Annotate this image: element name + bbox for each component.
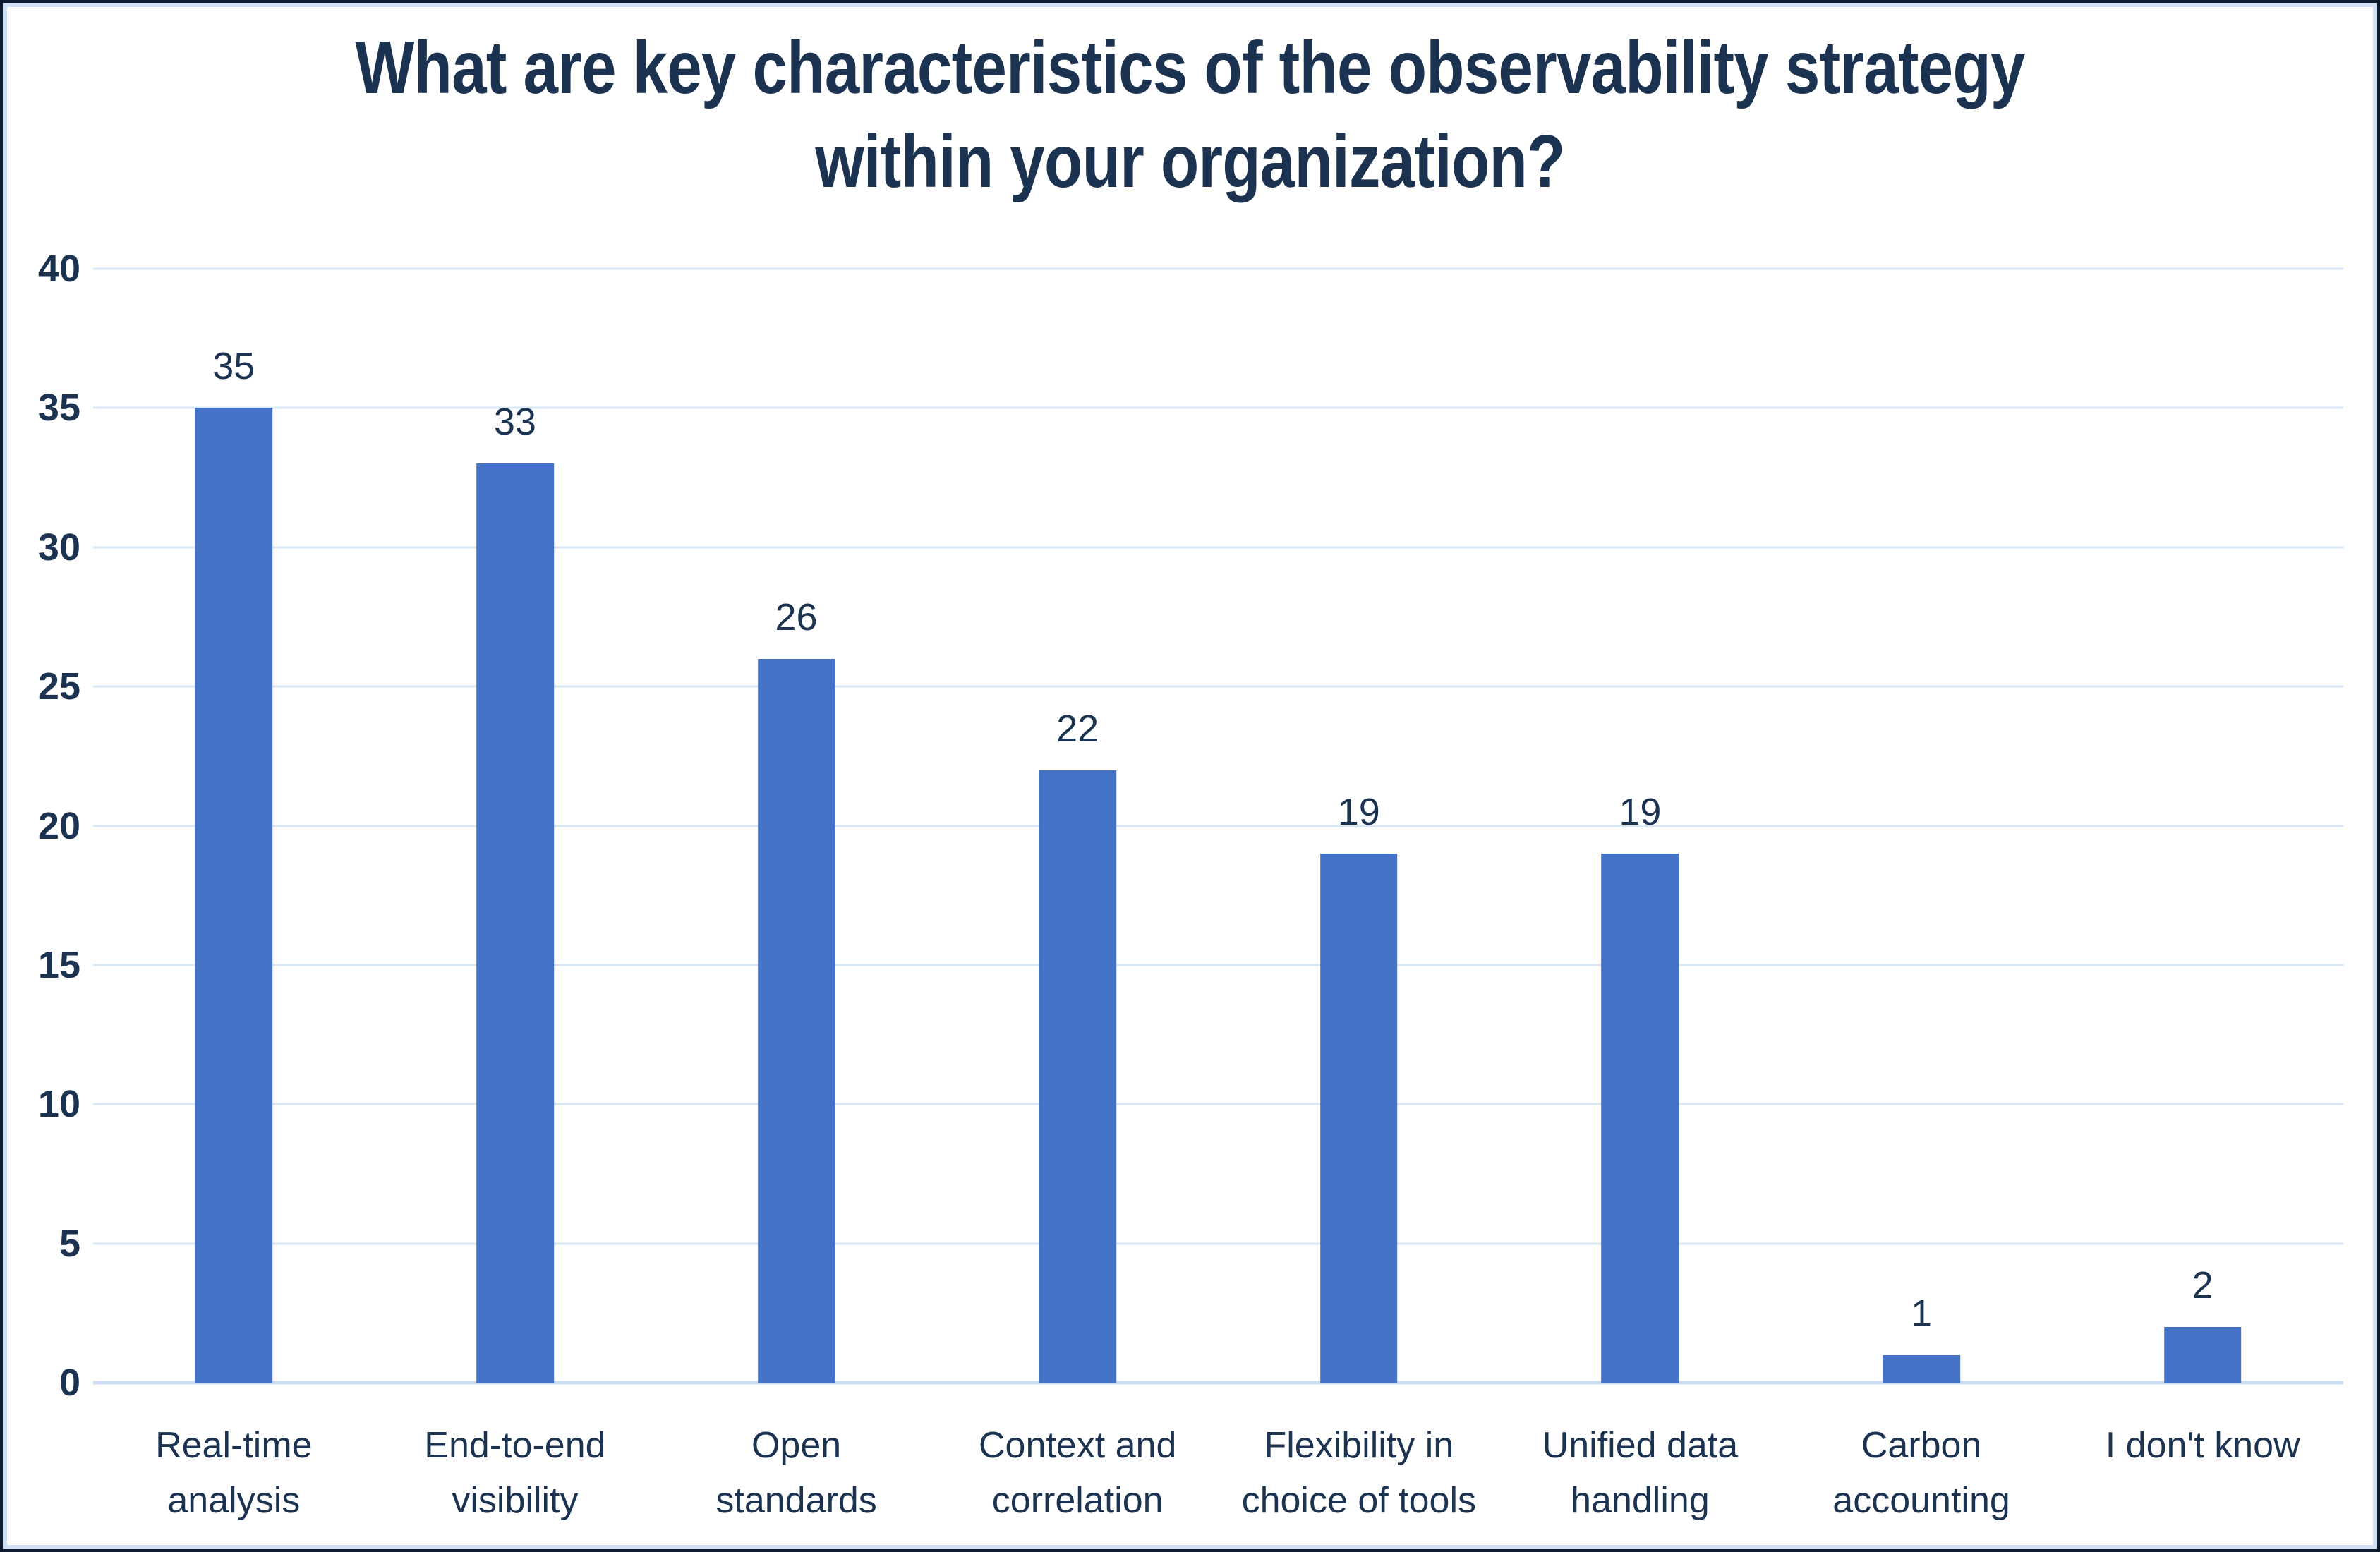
gridline: [93, 267, 2343, 270]
category-label-line: analysis: [167, 1480, 301, 1521]
bar: [1039, 770, 1116, 1383]
category-label: Unified data handling: [1499, 1418, 1781, 1528]
y-tick-label: 20: [37, 804, 80, 847]
category-label-line: Carbon: [1861, 1425, 1982, 1466]
category-label-line: choice of tools: [1241, 1480, 1477, 1521]
y-tick-label: 5: [59, 1222, 80, 1265]
bar-column: 22: [937, 269, 1219, 1383]
bar-value-label: 19: [1619, 790, 1662, 833]
bar-value-label: 35: [212, 345, 255, 388]
category-label: Flexibility in choice of tools: [1219, 1418, 1500, 1528]
category-label: End-to-end visibility: [375, 1418, 656, 1528]
gridline: [93, 1103, 2343, 1105]
chart-title-line-2: within your organization?: [815, 119, 1565, 203]
x-axis-line: [93, 1381, 2343, 1385]
y-tick-label: 30: [37, 526, 80, 569]
bar-value-label: 2: [2192, 1264, 2213, 1307]
y-axis: 0 5 10 15 20 25 30 35 40: [16, 250, 80, 1402]
bar: [2163, 1327, 2242, 1383]
category-label: Open standards: [656, 1418, 937, 1528]
bar-column: 1: [1781, 269, 2062, 1383]
category-label-line: Unified data: [1542, 1425, 1739, 1466]
y-tick-label: 0: [59, 1362, 80, 1404]
bar-column: 33: [375, 269, 656, 1383]
category-label-line: accounting: [1832, 1480, 2010, 1521]
gridline: [93, 546, 2343, 549]
category-label-line: I don't know: [2105, 1425, 2300, 1466]
x-axis: Real-time analysis End-to-end visibility Ope…: [93, 1418, 2343, 1528]
plot-area: 35 33 26 22 19 19 1 2: [93, 267, 2343, 1385]
category-label: Real-time analysis: [93, 1418, 375, 1528]
bar: [757, 658, 835, 1383]
bar-column: 26: [656, 269, 937, 1383]
category-label: I don't know: [2062, 1418, 2343, 1528]
y-tick-label: 35: [37, 387, 80, 430]
category-label: Context and correlation: [937, 1418, 1219, 1528]
bar-column: 19: [1219, 269, 1500, 1383]
bar-column: 2: [2062, 269, 2343, 1383]
gridline: [93, 825, 2343, 827]
category-label-line: handling: [1571, 1480, 1710, 1521]
category-label-line: visibility: [452, 1480, 579, 1521]
bars-row: 35 33 26 22 19 19 1 2: [93, 269, 2343, 1383]
bar: [1883, 1354, 1960, 1383]
bar: [476, 463, 554, 1383]
chart-title: What are key characteristics of the obse…: [3, 21, 2377, 208]
bar-value-label: 1: [1911, 1292, 1933, 1335]
bar-value-label: 26: [775, 595, 818, 638]
category-label-line: End-to-end: [424, 1425, 606, 1466]
bar-value-label: 19: [1337, 790, 1380, 833]
bar-column: 35: [93, 269, 375, 1383]
y-tick-label: 25: [37, 665, 80, 708]
y-tick-label: 10: [37, 1083, 80, 1126]
category-label-line: Context and: [978, 1425, 1177, 1466]
y-tick-label: 15: [37, 943, 80, 986]
category-label: Carbon accounting: [1781, 1418, 2062, 1528]
bar-value-label: 22: [1056, 707, 1099, 750]
chart-title-line-1: What are key characteristics of the obse…: [355, 26, 2025, 109]
bar-column: 19: [1499, 269, 1781, 1383]
gridline: [93, 406, 2343, 409]
gridline: [93, 964, 2343, 966]
category-label-line: correlation: [991, 1480, 1164, 1521]
chart-title-text: What are key characteristics of the obse…: [355, 21, 2025, 208]
bar: [1601, 853, 1679, 1383]
category-label-line: Open: [751, 1425, 842, 1466]
category-label-line: standards: [715, 1480, 877, 1521]
bar: [1320, 853, 1398, 1383]
category-label-line: Real-time: [155, 1425, 313, 1466]
category-label-line: Flexibility in: [1264, 1425, 1454, 1466]
bar: [195, 408, 273, 1383]
gridline: [93, 685, 2343, 688]
gridline: [93, 1242, 2343, 1245]
bar-value-label: 33: [493, 401, 536, 444]
y-tick-label: 40: [37, 248, 80, 290]
